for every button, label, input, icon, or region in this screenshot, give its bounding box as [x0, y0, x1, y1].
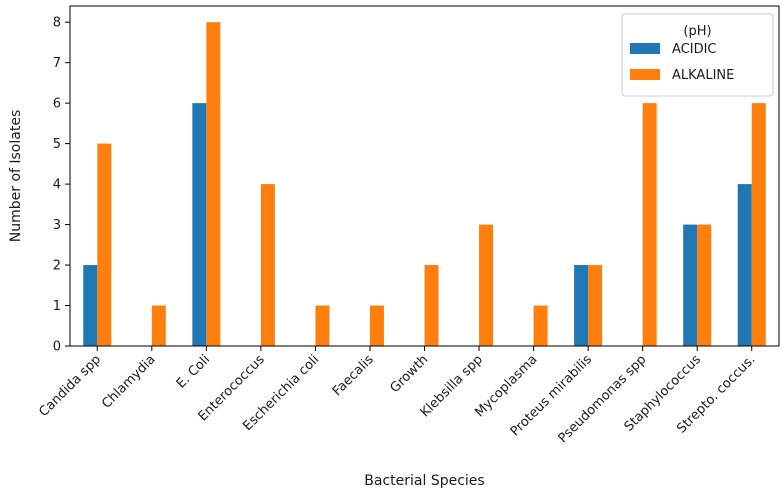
bar-alkaline-escherichia-coli: [315, 305, 330, 346]
bar-alkaline-faecalis: [369, 305, 384, 346]
bar-alkaline-candida-spp: [97, 143, 112, 346]
bar-alkaline-proteus-mirabilis: [588, 265, 603, 346]
y-tick-label: 4: [53, 178, 61, 193]
bar-alkaline-pseudomonas-spp: [642, 103, 657, 347]
x-tick-label-faecalis: Faecalis: [330, 352, 377, 399]
bar-alkaline-growth: [424, 265, 439, 346]
x-tick-label-candida-spp: Candida spp: [36, 352, 104, 420]
y-tick-label: 3: [53, 218, 61, 233]
legend-label-alkaline: ALKALINE: [672, 68, 734, 83]
x-axis-label: Bacterial Species: [364, 473, 484, 489]
bar-alkaline-chlamydia: [151, 305, 166, 346]
bar-acidic-e-coli: [192, 103, 207, 347]
legend-label-acidic: ACIDIC: [672, 42, 717, 57]
y-tick-label: 7: [53, 56, 61, 71]
y-tick-label: 1: [53, 299, 61, 314]
y-tick-label: 6: [53, 97, 61, 112]
y-tick-label: 2: [53, 259, 61, 274]
legend: (pH) ACIDIC ALKALINE: [621, 13, 774, 97]
bar-acidic-candida-spp: [83, 265, 98, 346]
legend-swatch-acidic: [630, 43, 660, 54]
bar-acidic-strepto-coccus: [737, 184, 752, 346]
bar-alkaline-strepto-coccus: [751, 103, 766, 347]
x-tick-label-growth: Growth: [387, 352, 431, 396]
x-tick-label-chlamydia: Chlamydia: [99, 352, 158, 411]
y-tick-label: 8: [53, 16, 61, 31]
plot-area-frame: [69, 5, 780, 347]
bar-alkaline-staphylococcus: [697, 224, 712, 346]
bar-alkaline-enterococcus: [260, 184, 275, 346]
bar-acidic-proteus-mirabilis: [574, 265, 589, 346]
y-axis-label: Number of Isolates: [8, 110, 24, 243]
y-tick-label: 0: [53, 340, 61, 355]
legend-swatch-alkaline: [630, 69, 660, 80]
x-tick-label-e-coli: E. Coli: [174, 352, 213, 391]
bar-alkaline-mycoplasma: [533, 305, 548, 346]
y-tick-label: 5: [53, 137, 61, 152]
bar-alkaline-e-coli: [206, 22, 221, 346]
bars: [83, 22, 766, 347]
y-axis-ticks: 0 1 2 3 4 5 6 7 8: [53, 16, 70, 355]
bar-acidic-staphylococcus: [683, 224, 698, 346]
bar-alkaline-klebsilla-spp: [479, 224, 494, 346]
legend-title: (pH): [683, 24, 711, 39]
